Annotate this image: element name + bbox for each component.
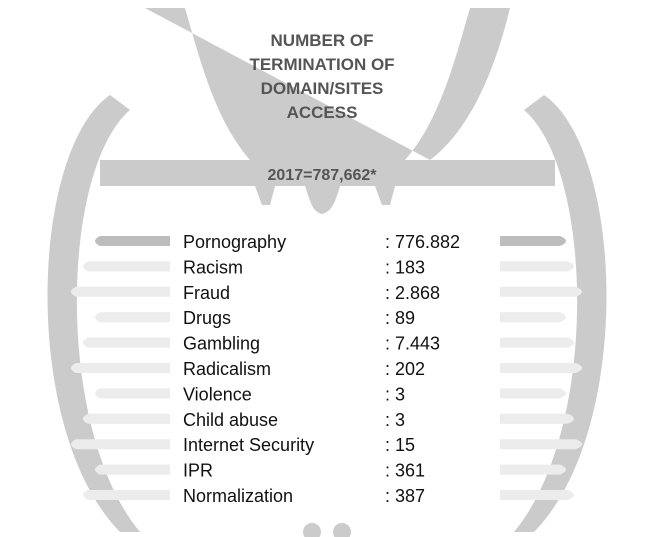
item-label: Pornography [183,232,286,252]
dot [333,523,351,537]
item-value: : 89 [385,308,415,328]
feather [500,312,566,323]
left-arc [47,95,140,532]
drip [375,186,395,205]
title-line: NUMBER OF [271,31,374,50]
item-label: Child abuse [183,410,278,430]
feather [71,286,170,297]
item-label: Violence [183,384,252,404]
feather [500,490,574,500]
feather [83,413,170,424]
feather [71,439,170,450]
item-value: : 7.443 [385,334,440,354]
item-label: Racism [183,257,243,277]
top-shape [100,8,555,214]
feather [95,464,170,475]
right-arc [514,95,607,532]
feather [95,312,170,323]
feather [71,363,170,373]
feather [500,363,582,373]
feather [500,439,582,450]
decoration [47,8,607,537]
item-value: : 15 [385,435,415,455]
feather [500,388,566,399]
feather [500,464,566,475]
item-value: : 202 [385,359,425,379]
feather [95,388,170,399]
feather [500,286,582,297]
title-line: TERMINATION OF [249,55,394,74]
item-value: : 3 [385,410,405,430]
title-line: DOMAIN/SITES [261,79,384,98]
dot [303,523,321,537]
item-label: Drugs [183,308,231,328]
feather [500,337,574,348]
feather [500,413,574,424]
item-label: Internet Security [183,435,314,455]
feathers [71,236,582,500]
item-label: IPR [183,461,213,481]
item-label: Gambling [183,334,260,354]
feather [83,261,170,272]
item-value: : 183 [385,257,425,277]
feather [83,490,170,500]
drip [255,186,275,205]
feather [83,337,170,348]
item-value: : 361 [385,461,425,481]
item-value: : 776.882 [385,232,460,252]
feather [95,236,170,246]
item-label: Radicalism [183,359,271,379]
item-label: Fraud [183,283,230,303]
item-label: Normalization [183,486,293,506]
item-value: : 3 [385,384,405,404]
total: 2017=787,662* [268,167,378,184]
item-value: : 387 [385,486,425,506]
title: NUMBER OF TERMINATION OF DOMAIN/SITES ACCES… [249,31,394,122]
title-line: ACCESS [287,103,358,122]
list: Pornography : 776.882 Racism : 183 Fraud : 2.… [183,232,460,506]
item-value: : 2.868 [385,283,440,303]
feather [500,236,566,246]
feather [500,261,574,272]
